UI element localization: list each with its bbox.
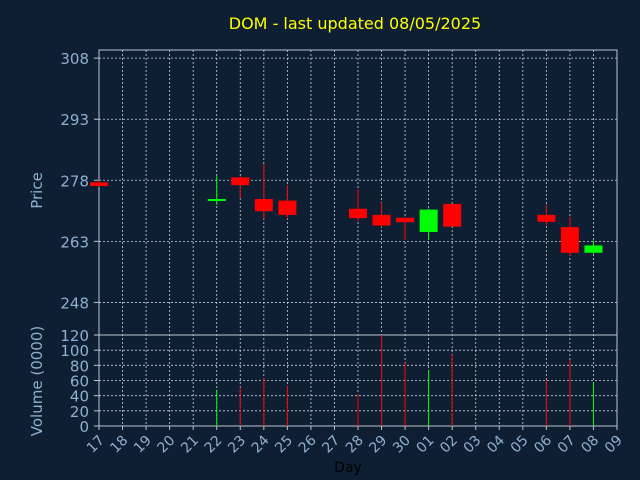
- x-tick-label: 25: [272, 433, 296, 457]
- candle-body: [584, 245, 603, 253]
- price-tick-label: 293: [60, 111, 89, 129]
- price-tick-label: 263: [60, 233, 89, 251]
- x-tick-label: 20: [155, 433, 179, 457]
- x-tick-label: 26: [296, 432, 320, 456]
- x-tick-label: 07: [555, 433, 579, 457]
- volume-tick-label: 120: [60, 327, 89, 345]
- volume-tick-label: 0: [79, 418, 89, 436]
- candle-body: [560, 227, 579, 253]
- x-tick-label: 08: [578, 433, 602, 457]
- x-axis-title: Day: [334, 460, 362, 476]
- candle-body: [537, 214, 556, 222]
- volume-tick-label: 80: [70, 357, 89, 375]
- x-tick-label: 18: [107, 433, 131, 457]
- candle-body: [349, 208, 367, 219]
- x-tick-label: 28: [343, 433, 367, 457]
- x-tick-label: 03: [461, 433, 485, 457]
- x-tick-label: 19: [131, 433, 155, 457]
- volume-tick-label: 20: [70, 403, 89, 421]
- x-tick-label: 17: [84, 433, 108, 457]
- candle-body: [231, 177, 250, 186]
- x-tick-label: 01: [414, 433, 438, 457]
- x-tick-label: 09: [602, 433, 626, 457]
- volume-axis-title: Volume (0000): [28, 326, 46, 436]
- volume-tick-label: 60: [70, 373, 89, 391]
- price-tick-label: 278: [60, 172, 89, 190]
- x-tick-label: 30: [390, 433, 414, 457]
- price-tick-label: 308: [60, 50, 89, 68]
- x-tick-label: 29: [366, 433, 390, 457]
- candle-body: [90, 182, 108, 186]
- candle-body: [207, 199, 226, 202]
- candle-body: [419, 209, 438, 232]
- candle-body: [372, 214, 391, 226]
- chart-title: DOM - last updated 08/05/2025: [228, 14, 482, 33]
- x-tick-label: 22: [202, 433, 226, 457]
- volume-tick-label: 40: [70, 388, 89, 406]
- candle-body: [396, 217, 415, 223]
- x-tick-label: 27: [319, 433, 343, 457]
- candle-body: [278, 200, 297, 215]
- x-tick-label: 02: [437, 433, 461, 457]
- x-tick-label: 21: [178, 433, 202, 457]
- x-tick-label: 05: [508, 433, 532, 457]
- x-tick-label: 04: [484, 432, 508, 456]
- volume-tick-label: 100: [60, 342, 89, 360]
- x-tick-label: 23: [225, 433, 249, 457]
- candle-body: [443, 203, 462, 227]
- price-axis-title: Price: [28, 172, 46, 209]
- x-tick-label: 24: [249, 432, 273, 456]
- x-tick-label: 06: [531, 432, 555, 456]
- price-tick-label: 248: [60, 294, 89, 312]
- candle-body: [254, 199, 273, 212]
